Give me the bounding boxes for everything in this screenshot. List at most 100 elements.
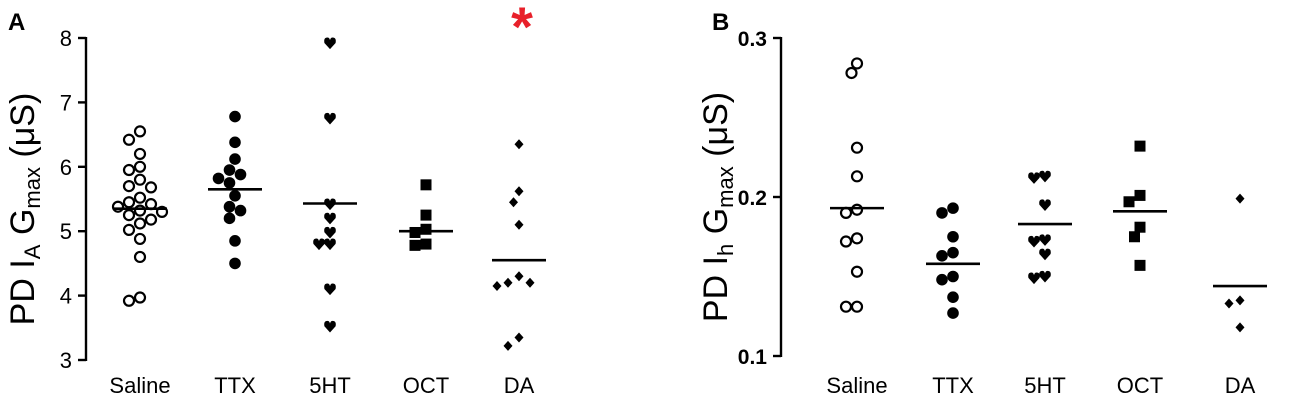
diamond-point	[492, 280, 502, 291]
open-circle-point	[122, 196, 136, 209]
open-circle-point	[133, 250, 147, 264]
heart-point	[324, 226, 336, 239]
panel-b: B 0.1 0.2 0.3 PD Ih Gmax (μS) Saline TTX 5HT OCT…	[697, 9, 1267, 398]
y-tick-label: 0.2	[738, 187, 767, 210]
filled-circle-point	[234, 204, 247, 217]
heart-point	[1028, 172, 1040, 184]
category-label: OCT	[403, 373, 449, 398]
heart-point	[1039, 199, 1051, 211]
filled-circle-point	[229, 110, 241, 123]
diamond-point	[509, 197, 518, 208]
y-tick-label: 0.3	[738, 28, 767, 51]
open-circle-point	[133, 232, 147, 246]
open-circle-point	[122, 294, 136, 307]
diamond-point	[514, 219, 524, 230]
open-circle-point	[133, 191, 147, 204]
open-circle-point	[122, 209, 136, 222]
diamond-point	[1235, 193, 1245, 204]
heart-point	[324, 37, 336, 50]
filled-circle-point	[947, 307, 959, 319]
filled-circle-point	[936, 273, 948, 286]
y-axis-label: PD Ih Gmax (μS)	[697, 92, 738, 322]
open-circle-point	[122, 223, 136, 237]
heart-point	[1039, 270, 1051, 283]
open-circle-point	[850, 300, 864, 313]
filled-circle-point	[223, 212, 236, 225]
y-tick-label: 0.1	[738, 346, 768, 369]
heart-point	[324, 283, 336, 296]
category-label: 5HT	[309, 373, 351, 398]
diamond-point	[514, 332, 524, 343]
square-point	[420, 223, 432, 235]
filled-circle-point	[223, 200, 236, 213]
open-circle-point	[850, 141, 864, 154]
open-circle-point	[111, 200, 125, 213]
category-points	[1224, 193, 1245, 333]
open-circle-point	[133, 217, 147, 230]
y-axis-label: PD IA Gmax (μS)	[4, 93, 45, 326]
diamond-point	[503, 340, 513, 351]
panel-letter: B	[712, 9, 729, 36]
square-point	[1129, 231, 1140, 243]
square-point	[1134, 140, 1146, 152]
open-circle-point	[122, 163, 136, 177]
category-points	[111, 125, 169, 307]
square-point	[409, 239, 421, 251]
square-point	[420, 238, 432, 250]
panel-letter: A	[8, 9, 25, 36]
panel-a: A 3 4 5 6 7 8 PD IA Gmax (μS) Saline TTX 5HT OCT DA *	[4, 0, 546, 398]
y-tick-label: 8	[60, 26, 72, 51]
category-points	[839, 57, 864, 313]
y-tick-label: 5	[60, 219, 72, 244]
heart-point	[1028, 235, 1040, 248]
filled-circle-point	[947, 202, 959, 214]
category-points	[492, 139, 535, 351]
open-circle-point	[850, 203, 864, 216]
square-point	[1134, 221, 1146, 233]
category-points	[409, 179, 432, 251]
open-circle-point	[122, 180, 136, 193]
diamond-point	[514, 271, 524, 282]
diamond-point	[1235, 295, 1245, 306]
open-circle-point	[133, 291, 147, 304]
category-points	[1028, 170, 1051, 285]
open-circle-point	[850, 170, 864, 183]
filled-circle-point	[947, 291, 959, 303]
diamond-point	[503, 277, 513, 288]
square-point	[420, 179, 432, 191]
open-circle-point	[144, 181, 158, 194]
open-circle-point	[133, 160, 147, 173]
open-circle-point	[850, 265, 864, 278]
diamond-point	[514, 186, 524, 197]
square-point	[1123, 196, 1135, 208]
heart-point	[324, 238, 336, 251]
heart-point	[1039, 248, 1051, 261]
open-circle-point	[850, 57, 864, 70]
heart-point	[313, 238, 325, 251]
filled-circle-point	[223, 177, 236, 189]
heart-point	[324, 320, 336, 333]
filled-circle-point	[936, 207, 948, 219]
category-label: TTX	[214, 373, 256, 398]
category-points	[936, 202, 959, 319]
heart-point	[1039, 170, 1051, 183]
y-tick-label: 6	[60, 155, 72, 180]
open-circle-point	[850, 232, 864, 245]
square-point	[1134, 189, 1146, 201]
open-circle-point	[133, 125, 147, 138]
open-circle-point	[839, 235, 853, 248]
filled-circle-point	[229, 235, 241, 247]
category-label: OCT	[1117, 373, 1163, 398]
open-circle-point	[845, 66, 858, 80]
square-point	[420, 209, 432, 221]
category-label: Saline	[826, 373, 887, 398]
open-circle-point	[133, 173, 147, 186]
category-label: 5HT	[1024, 373, 1066, 398]
filled-circle-point	[229, 136, 241, 149]
diamond-point	[514, 139, 524, 150]
y-tick-label: 4	[60, 284, 72, 309]
category-points	[1123, 140, 1146, 271]
heart-point	[324, 212, 336, 225]
diamond-point	[1224, 298, 1234, 309]
